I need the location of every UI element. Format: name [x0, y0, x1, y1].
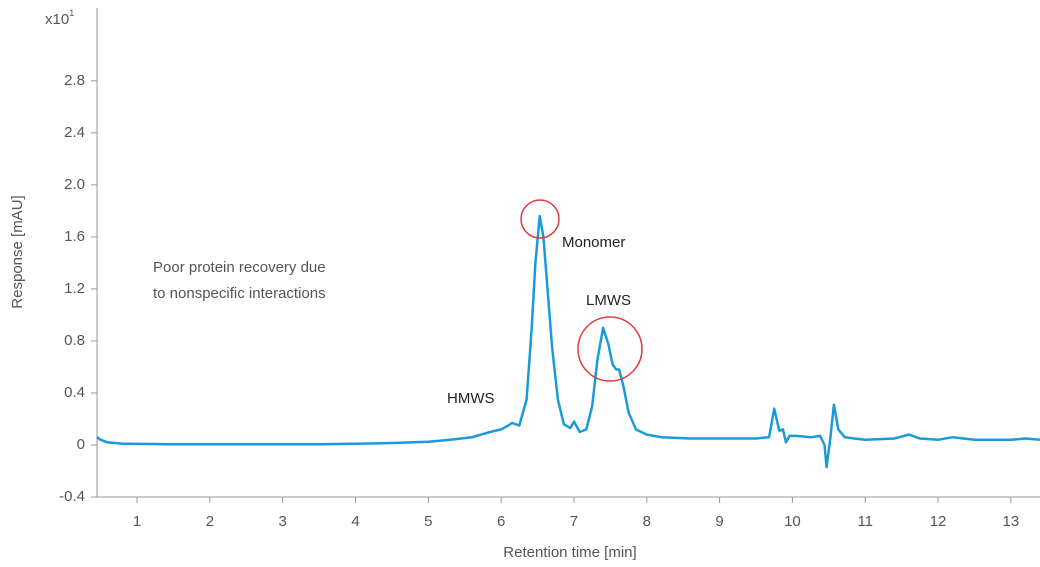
x-axis-title: Retention time [min]	[503, 544, 636, 561]
y-tick-label: 0.8	[64, 332, 85, 349]
peak-label: HMWS	[447, 390, 495, 407]
x-tick-label: 9	[715, 513, 723, 530]
x-tick-label: 1	[133, 513, 141, 530]
y-tick-label: 1.6	[64, 228, 85, 245]
y-scale-exponent: 1	[69, 8, 74, 18]
y-scale-label: x101	[45, 8, 74, 28]
highlight-circle	[577, 316, 643, 382]
y-tick-label: -0.4	[59, 488, 85, 505]
y-tick-label: 1.2	[64, 280, 85, 297]
y-tick-label: 2.8	[64, 72, 85, 89]
x-tick-label: 8	[643, 513, 651, 530]
x-tick-label: 10	[784, 513, 801, 530]
peak-label: Monomer	[562, 234, 625, 251]
x-tick-label: 5	[424, 513, 432, 530]
peak-label: LMWS	[586, 292, 631, 309]
x-tick-label: 3	[279, 513, 287, 530]
y-axis-title: Response [mAU]	[9, 195, 26, 308]
highlight-circle	[520, 199, 560, 239]
y-scale-base: x10	[45, 11, 69, 28]
y-tick-label: 2.4	[64, 124, 85, 141]
note-line: to nonspecific interactions	[153, 285, 326, 302]
x-tick-label: 7	[570, 513, 578, 530]
x-tick-label: 4	[351, 513, 359, 530]
x-tick-label: 12	[930, 513, 947, 530]
x-tick-label: 11	[857, 513, 873, 530]
y-tick-label: 0	[77, 436, 85, 453]
chromatogram-line	[96, 214, 1040, 469]
x-tick-label: 2	[206, 513, 214, 530]
y-tick-label: 2.0	[64, 176, 85, 193]
x-tick-label: 13	[1003, 513, 1020, 530]
note-line: Poor protein recovery due	[153, 259, 326, 276]
x-tick-label: 6	[497, 513, 505, 530]
y-tick-label: 0.4	[64, 384, 85, 401]
